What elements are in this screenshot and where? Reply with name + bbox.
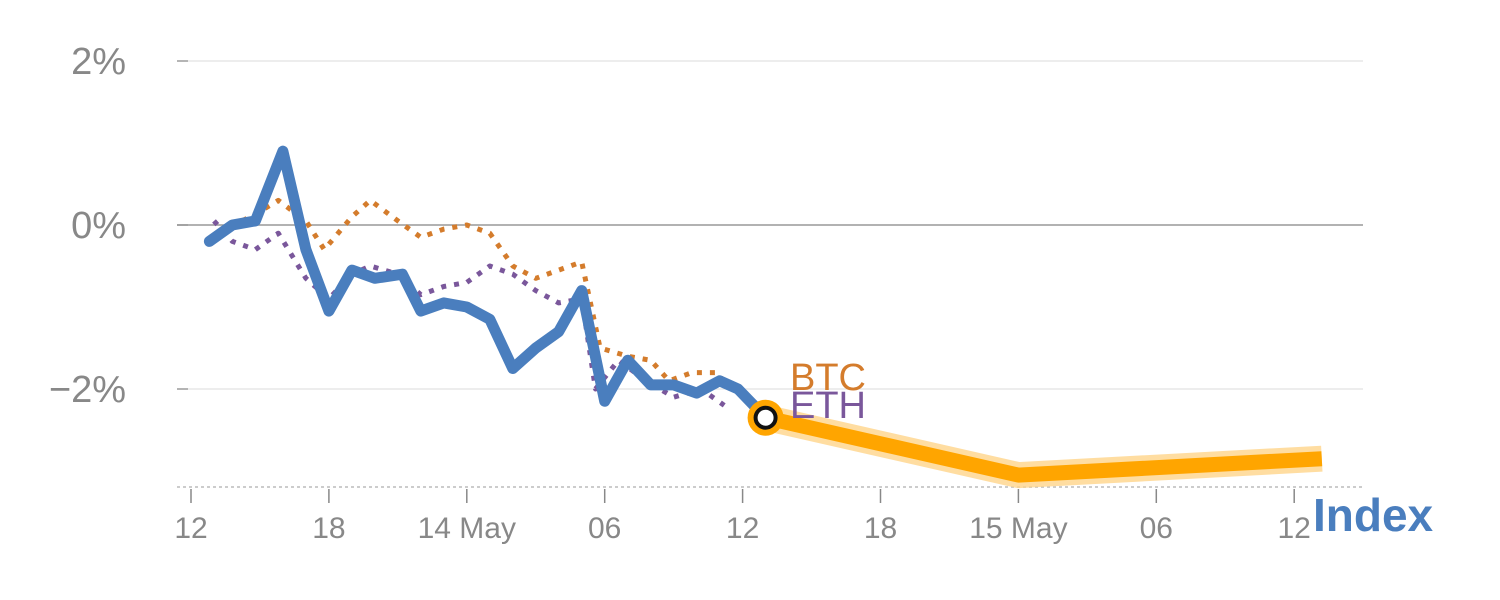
btc-label: BTC <box>790 357 866 399</box>
series-line-index <box>203 145 772 424</box>
series-line-btc <box>207 197 740 395</box>
grid-layer <box>177 60 1363 390</box>
y-tick-label: 0% <box>71 205 126 247</box>
x-tick-label: 06 <box>588 512 621 545</box>
y-tick-label: 2% <box>71 41 126 83</box>
marker-layer <box>747 399 784 436</box>
current-point-marker <box>753 405 778 430</box>
x-tick-label: 14 May <box>418 512 516 545</box>
y-axis: 2% 0% −2% <box>49 41 188 411</box>
x-axis: 12 18 14 May 06 12 18 15 May 06 12 <box>174 486 1363 545</box>
x-tick-label: 12 <box>174 512 207 545</box>
y-tick-label: −2% <box>49 369 126 411</box>
index-label: Index <box>1313 489 1434 541</box>
x-tick-label: 12 <box>1278 512 1311 545</box>
x-tick-label: 18 <box>312 512 345 545</box>
x-tick-label: 06 <box>1140 512 1173 545</box>
eth-label: ETH <box>790 385 866 427</box>
series-layer <box>203 145 772 424</box>
x-tick-label: 12 <box>726 512 759 545</box>
forecast-layer <box>762 405 1323 489</box>
forecast-line <box>763 410 1323 483</box>
x-tick-label: 15 May <box>969 512 1067 545</box>
x-tick-label: 18 <box>864 512 897 545</box>
